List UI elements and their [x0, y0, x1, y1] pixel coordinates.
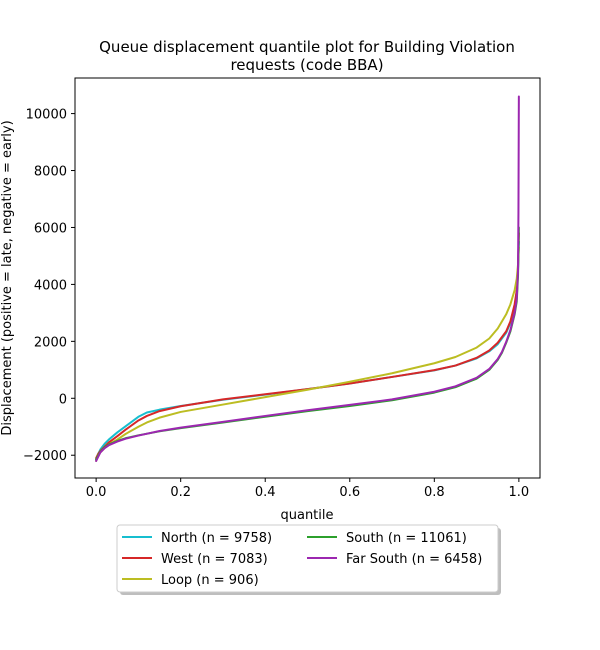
y-tick-label: 8000 [34, 165, 67, 180]
x-axis: 0.0 0.2 0.4 0.6 0.8 1.0 [86, 478, 529, 500]
y-tick-label: −2000 [23, 449, 67, 464]
x-axis-label: quantile [280, 508, 333, 523]
legend-label-2: Loop (n = 906) [161, 573, 259, 588]
legend-label-3: South (n = 11061) [346, 531, 467, 546]
chart-title-line1: Queue displacement quantile plot for Bui… [99, 38, 515, 56]
y-tick-label: 10000 [26, 108, 67, 123]
x-tick-label: 0.8 [424, 485, 445, 500]
plot-frame [74, 77, 541, 479]
legend-label-0: North (n = 9758) [161, 531, 272, 546]
chart-title-line2: requests (code BBA) [230, 56, 383, 74]
x-tick-label: 0.0 [86, 485, 107, 500]
x-tick-label: 1.0 [509, 485, 530, 500]
legend-label-4: Far South (n = 6458) [346, 552, 482, 567]
x-tick-label: 0.4 [255, 485, 276, 500]
y-tick-label: 2000 [34, 335, 67, 350]
series-layer [95, 95, 520, 462]
y-tick-label: 4000 [34, 278, 67, 293]
x-tick-label: 0.6 [339, 485, 360, 500]
series-line-4 [95, 95, 520, 462]
plot-area [74, 77, 541, 479]
legend-entries: North (n = 9758) West (n = 7083) Loop (n =… [122, 531, 482, 588]
y-tick-label: 0 [59, 392, 67, 407]
y-axis: −2000 0 2000 4000 6000 8000 10000 [23, 108, 75, 464]
legend: North (n = 9758) West (n = 7083) Loop (n =… [116, 524, 501, 595]
x-tick-label: 0.2 [170, 485, 191, 500]
y-tick-label: 6000 [34, 221, 67, 236]
y-axis-label: Displacement (positive = late, negative … [0, 120, 15, 435]
legend-label-1: West (n = 7083) [161, 552, 268, 567]
